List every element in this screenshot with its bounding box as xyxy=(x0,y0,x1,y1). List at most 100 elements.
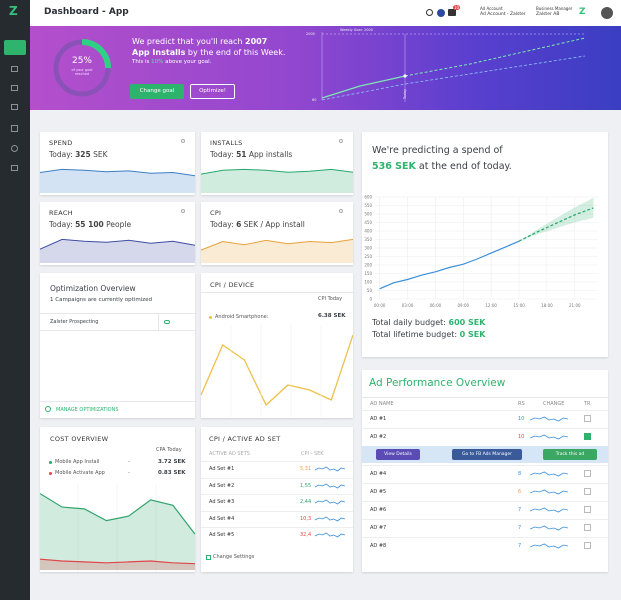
row-name: Mobile App Install xyxy=(55,459,100,465)
x-tick-label: 18:00 xyxy=(541,303,553,308)
track-checkbox[interactable] xyxy=(584,433,591,440)
flag-icon[interactable] xyxy=(437,9,445,17)
line xyxy=(40,558,195,565)
x-tick-label: 12:00 xyxy=(485,303,497,308)
settings-icon[interactable] xyxy=(206,555,211,560)
ad-name: AD #4 xyxy=(370,471,387,477)
logo: Z xyxy=(9,4,18,18)
change-sparkline xyxy=(315,516,345,521)
device-chart xyxy=(201,325,353,417)
card-icon[interactable] xyxy=(181,209,185,213)
change-sparkline xyxy=(530,416,568,422)
change-sparkline xyxy=(530,543,568,549)
action-button[interactable]: View Details xyxy=(376,449,420,460)
today-value: 325 xyxy=(75,150,91,159)
column-header: TR xyxy=(584,401,591,407)
card-title: REACH xyxy=(49,209,73,217)
budget-line: Total lifetime budget: 0 SEK xyxy=(372,330,485,339)
line xyxy=(201,238,353,251)
nav-icon[interactable] xyxy=(11,125,18,132)
x-tick-label: 09:00 xyxy=(458,303,470,308)
column-header: CPI - SEK xyxy=(301,451,324,457)
nav-icon[interactable] xyxy=(11,66,18,72)
card-title: INSTALLS xyxy=(210,139,243,147)
campaign-name[interactable]: Zalster Prospecting xyxy=(50,319,99,325)
manage-icon[interactable] xyxy=(45,406,51,412)
today-unit: SEK / App install xyxy=(243,220,305,229)
budget-value: 0 SEK xyxy=(459,330,486,339)
ad-name: AD #5 xyxy=(370,489,387,495)
y-tick-label: 550 xyxy=(364,203,372,208)
track-checkbox[interactable] xyxy=(584,524,591,531)
y-tick-label: 50 xyxy=(367,288,373,293)
nav-icon[interactable] xyxy=(11,85,18,91)
page-title[interactable]: Dashboard - App xyxy=(44,7,129,17)
line xyxy=(40,238,195,250)
subline-text: This is xyxy=(132,59,150,65)
legend-dot xyxy=(49,472,52,475)
change-goal-button[interactable]: Change goal xyxy=(130,84,184,99)
card-title: CPI / DEVICE xyxy=(210,281,255,289)
manager-select[interactable]: Zalster AB xyxy=(536,12,560,17)
account-select[interactable]: Ad Account - Zalster xyxy=(480,12,526,17)
divider xyxy=(362,428,608,429)
row-value: 3.72 SEK xyxy=(158,459,186,465)
card-icon[interactable] xyxy=(339,209,343,213)
adset-name: Ad Set #2 xyxy=(209,482,235,489)
action-button[interactable]: Go to FB Ads Manager xyxy=(452,449,522,460)
headline-text: App Installs xyxy=(132,48,186,57)
area xyxy=(40,239,195,263)
divider xyxy=(362,519,608,520)
today-row: Today: 6 SEK / App install xyxy=(210,220,305,229)
row-name: Mobile Activate App xyxy=(55,470,105,476)
card-icon[interactable] xyxy=(181,139,185,143)
wave xyxy=(315,466,345,472)
track-checkbox[interactable] xyxy=(584,488,591,495)
ad-rs: 7 xyxy=(518,525,522,531)
y-tick-label: 300 xyxy=(364,246,372,251)
wave xyxy=(530,543,568,549)
wave xyxy=(315,483,345,488)
divider xyxy=(201,527,353,528)
adset-name: Ad Set #3 xyxy=(209,499,235,505)
change-sparkline xyxy=(315,532,345,538)
cart-icon[interactable] xyxy=(448,9,456,16)
sparkline xyxy=(40,238,195,263)
chart-bottom-label: 60 xyxy=(312,98,317,102)
adset-cpi: 32,4 xyxy=(300,532,312,538)
divider xyxy=(362,537,608,538)
track-checkbox[interactable] xyxy=(584,415,591,422)
x-tick-label: 21:00 xyxy=(569,303,581,308)
avatar[interactable] xyxy=(601,7,613,19)
settings-icon[interactable] xyxy=(164,320,170,324)
banner: 25% of your goal reached We predict that… xyxy=(30,26,621,110)
divider xyxy=(40,401,195,402)
column-header: CHANGE xyxy=(543,401,565,407)
track-checkbox[interactable] xyxy=(584,542,591,549)
nav-icon[interactable] xyxy=(11,104,18,110)
change-sparkline xyxy=(530,471,568,477)
today-unit: SEK xyxy=(93,150,108,159)
tool-icon[interactable] xyxy=(426,9,433,16)
prediction-card: We're predicting a spend of 536 SEK at t… xyxy=(362,132,608,357)
brand-mark: Z xyxy=(579,7,586,17)
today-value: 6 xyxy=(236,220,242,229)
track-checkbox[interactable] xyxy=(584,470,591,477)
today-value: 55 100 xyxy=(75,220,104,229)
nav-icon[interactable] xyxy=(11,165,18,171)
settings-link[interactable]: Change Settings xyxy=(213,554,255,560)
card-title: COST OVERVIEW xyxy=(50,435,109,443)
data-line xyxy=(379,240,520,290)
optimize-button[interactable]: Optimize! xyxy=(190,84,235,99)
area xyxy=(40,169,195,193)
goal-percent: 25% xyxy=(71,56,92,66)
manage-link[interactable]: MANAGE OPTIMIZATIONS xyxy=(56,407,119,413)
nav-active[interactable] xyxy=(4,40,26,55)
track-checkbox[interactable] xyxy=(584,506,591,513)
area xyxy=(201,169,353,193)
nav-icon[interactable] xyxy=(11,145,18,152)
today-row: Today: 51 App installs xyxy=(210,150,292,159)
card-icon[interactable] xyxy=(339,139,343,143)
action-button[interactable]: Track this ad xyxy=(543,449,597,460)
budget-label: Total daily budget: xyxy=(372,318,446,327)
